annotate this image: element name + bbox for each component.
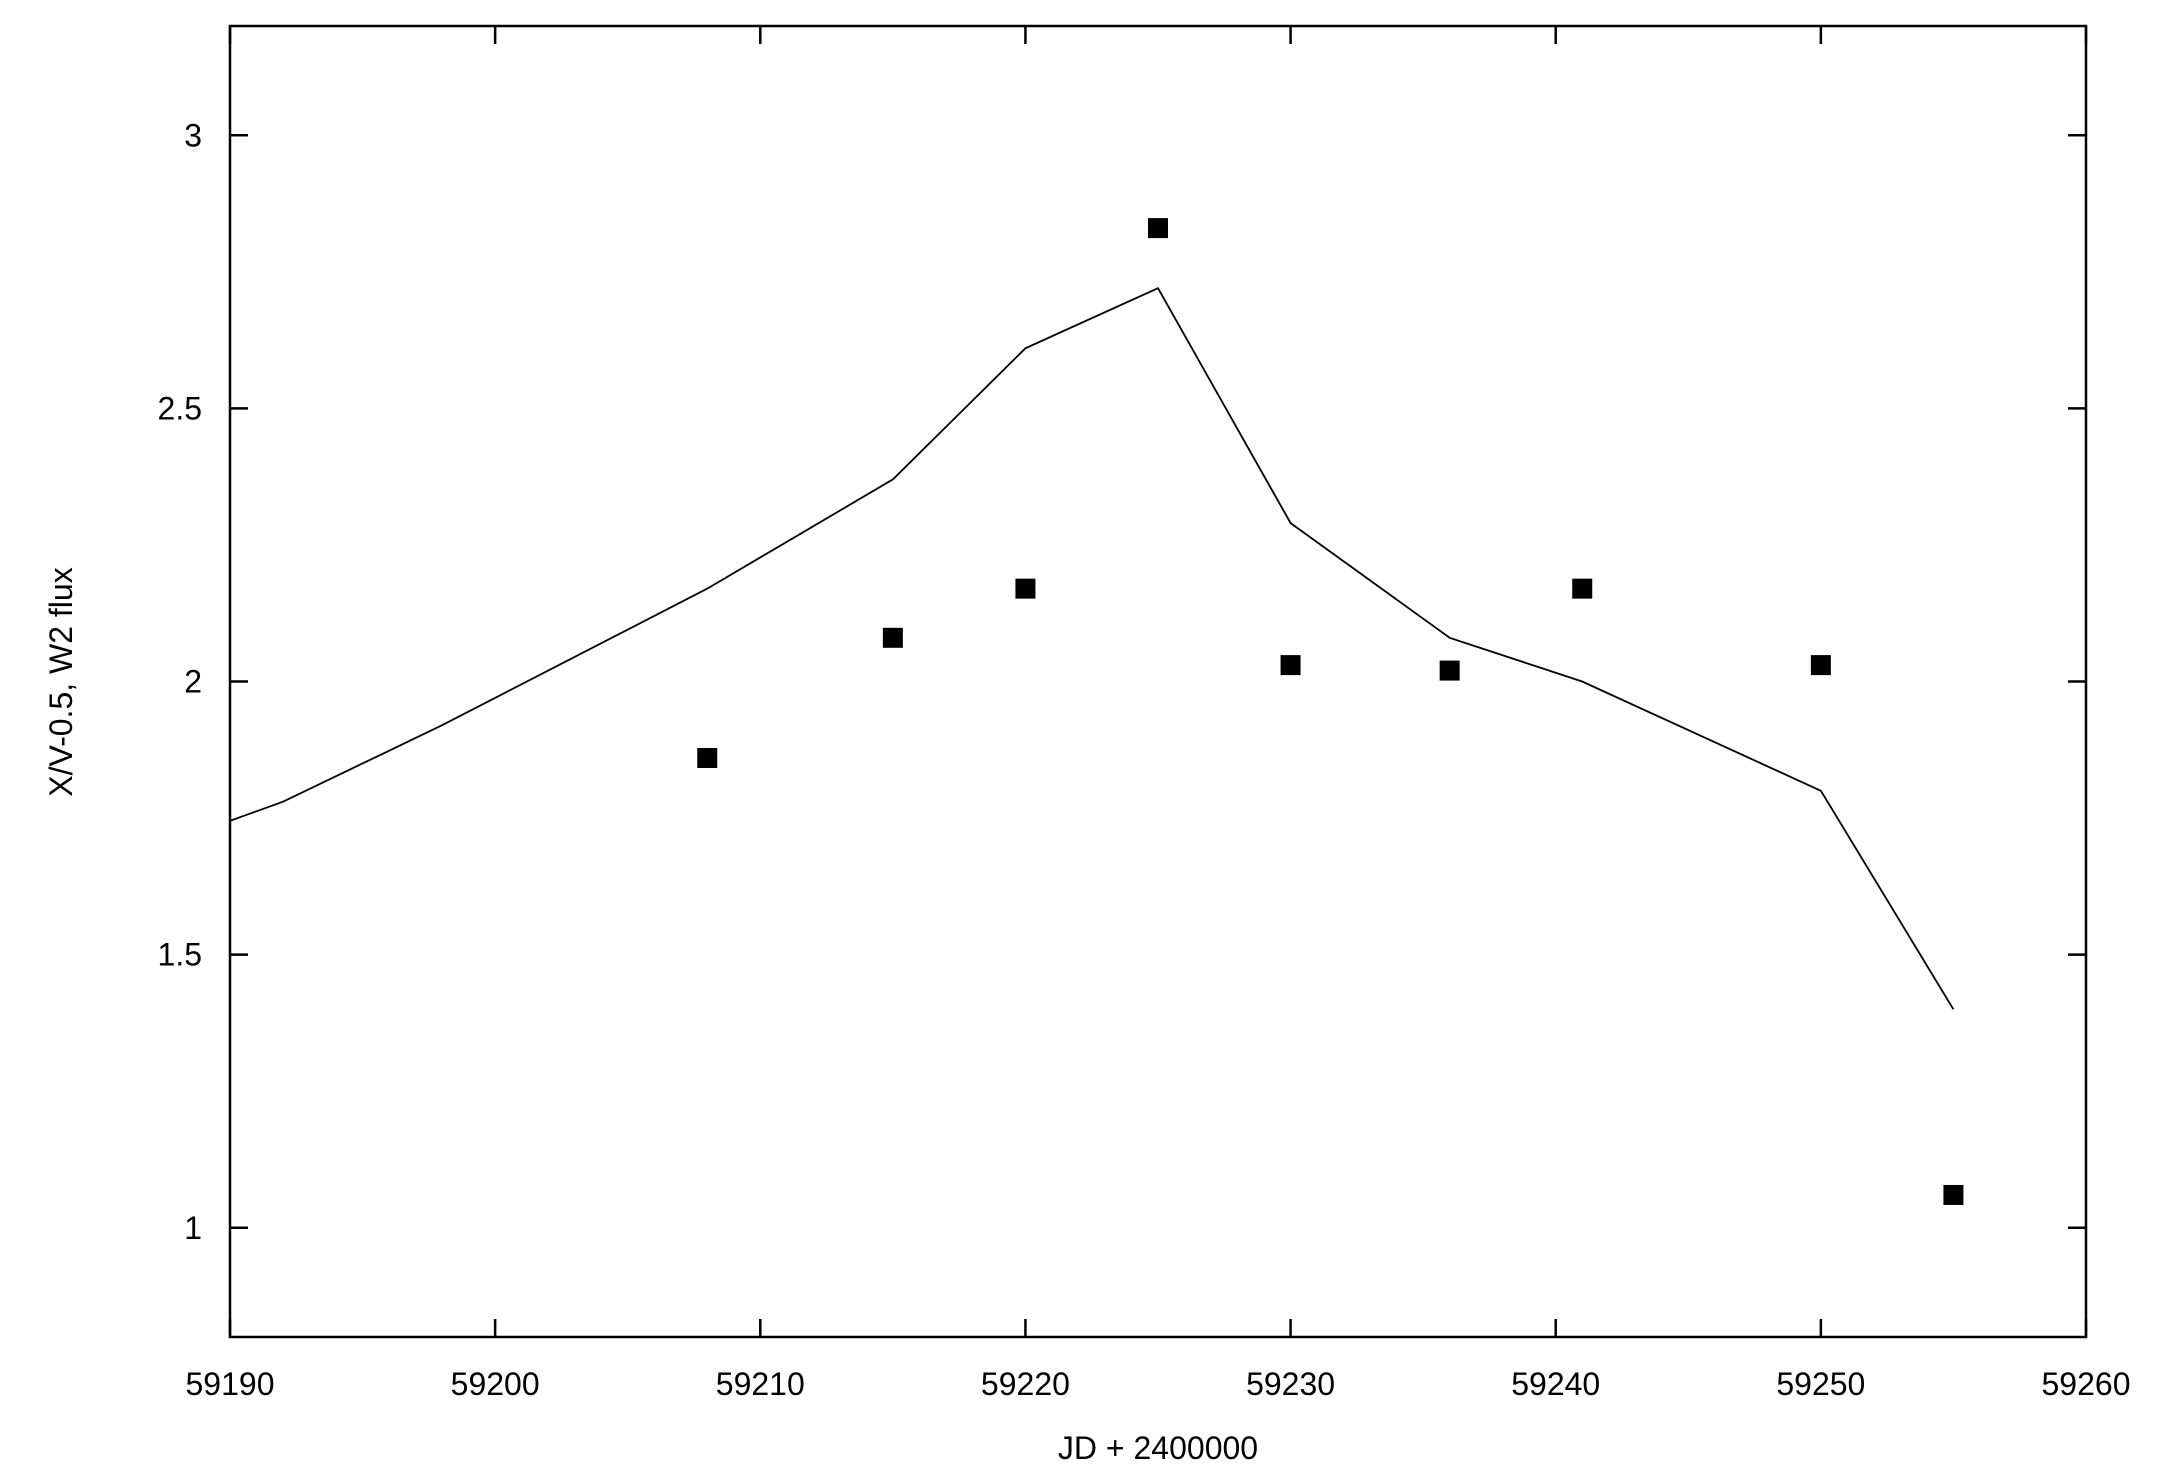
model-line: [229, 287, 1955, 1010]
data-point: [1439, 660, 1460, 681]
data-point: [1280, 655, 1301, 676]
data-point: [1015, 578, 1036, 599]
data-points: [697, 218, 1964, 1205]
data-point: [1943, 1184, 1964, 1205]
x-tick-label: 59230: [1246, 1366, 1335, 1402]
y-tick-label: 3: [184, 117, 202, 153]
y-tick-labels: 1 1.5 2 2.5 3: [158, 117, 202, 1246]
y-axis-title: X/V-0.5, W2 flux: [43, 567, 79, 796]
y-tick-label: 1: [184, 1210, 202, 1246]
data-point: [697, 747, 718, 768]
x-tick-label: 59250: [1776, 1366, 1865, 1402]
x-tick-labels: 59190 59200 59210 59220 59230 59240 59250 59260: [186, 1366, 2131, 1402]
x-tick-label: 59210: [716, 1366, 805, 1402]
x-tick-label: 59190: [186, 1366, 275, 1402]
x-tick-label: 59220: [981, 1366, 1070, 1402]
x-tick-label: 59240: [1511, 1366, 1600, 1402]
y-tick-label: 2: [184, 664, 202, 700]
axis-ticks: [228, 26, 2088, 1337]
data-point: [1148, 218, 1168, 239]
x-axis-title: JD + 2400000: [1058, 1430, 1258, 1466]
data-point: [1810, 655, 1831, 676]
model-curve: [229, 287, 1955, 1010]
x-tick-label: 59260: [2042, 1366, 2131, 1402]
y-tick-label: 1.5: [158, 937, 202, 973]
y-tick-label: 2.5: [158, 390, 202, 426]
x-tick-label: 59200: [451, 1366, 540, 1402]
data-point: [882, 627, 903, 648]
data-point: [1572, 578, 1593, 599]
